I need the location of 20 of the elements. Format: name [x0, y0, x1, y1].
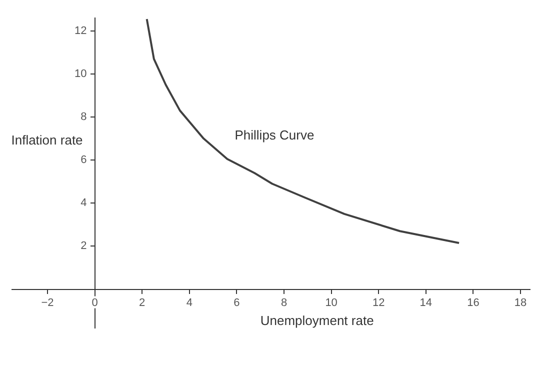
x-tick-label: 6: [234, 296, 240, 309]
x-tick-label: 10: [325, 296, 338, 309]
x-tick-label: 16: [467, 296, 480, 309]
y-axis-title: Inflation rate: [11, 132, 83, 148]
x-tick-label: −2: [41, 296, 54, 309]
x-tick-label: 2: [139, 296, 146, 309]
x-tick-label: 14: [420, 296, 432, 309]
x-tick-label: 4: [186, 296, 192, 309]
annotation: Phillips Curve: [234, 127, 314, 142]
x-tick-label: 0: [92, 296, 98, 309]
y-tick-label: 2: [80, 240, 87, 252]
y-tick-label: 6: [80, 154, 87, 166]
x-tick-label: 12: [372, 296, 385, 309]
y-tick-label: 8: [80, 111, 87, 124]
y-tick-label: 4: [80, 197, 87, 210]
x-tick-label: 8: [280, 296, 288, 309]
x-tick-label: 18: [514, 296, 527, 309]
x-axis-title: Unemployment rate: [260, 312, 374, 328]
y-tick-label: 12: [74, 24, 87, 37]
y-tick-label: 10: [74, 68, 87, 80]
